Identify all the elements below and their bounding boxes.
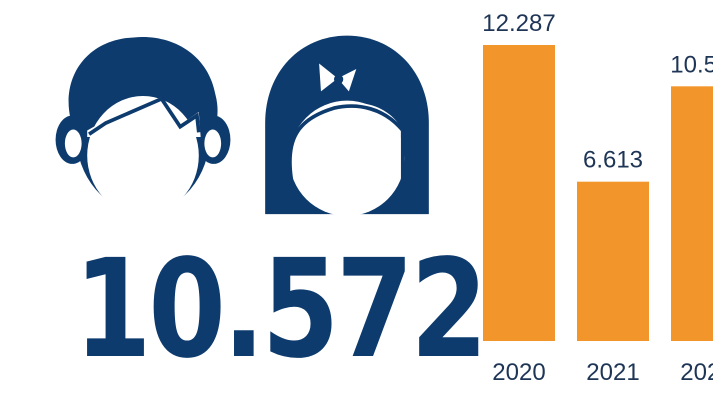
- bar-2020: [483, 45, 555, 341]
- bar-value-label-2020: 12.287: [482, 10, 555, 37]
- bar-2022: [671, 86, 713, 341]
- boy-face-icon: [55, 36, 231, 216]
- girl-face-icon: [265, 35, 429, 216]
- x-tick-label-2020: 2020: [492, 359, 545, 386]
- x-tick-label-2022: 2022: [680, 359, 713, 386]
- bar-2021: [577, 181, 649, 341]
- bar-value-label-2021: 6.613: [583, 147, 643, 174]
- girl-face-icon-shape: [265, 35, 429, 216]
- bar-value-label-2022: 10.572: [670, 51, 713, 78]
- x-tick-label-2021: 2021: [586, 359, 639, 386]
- boy-face-icon-shape: [55, 36, 231, 216]
